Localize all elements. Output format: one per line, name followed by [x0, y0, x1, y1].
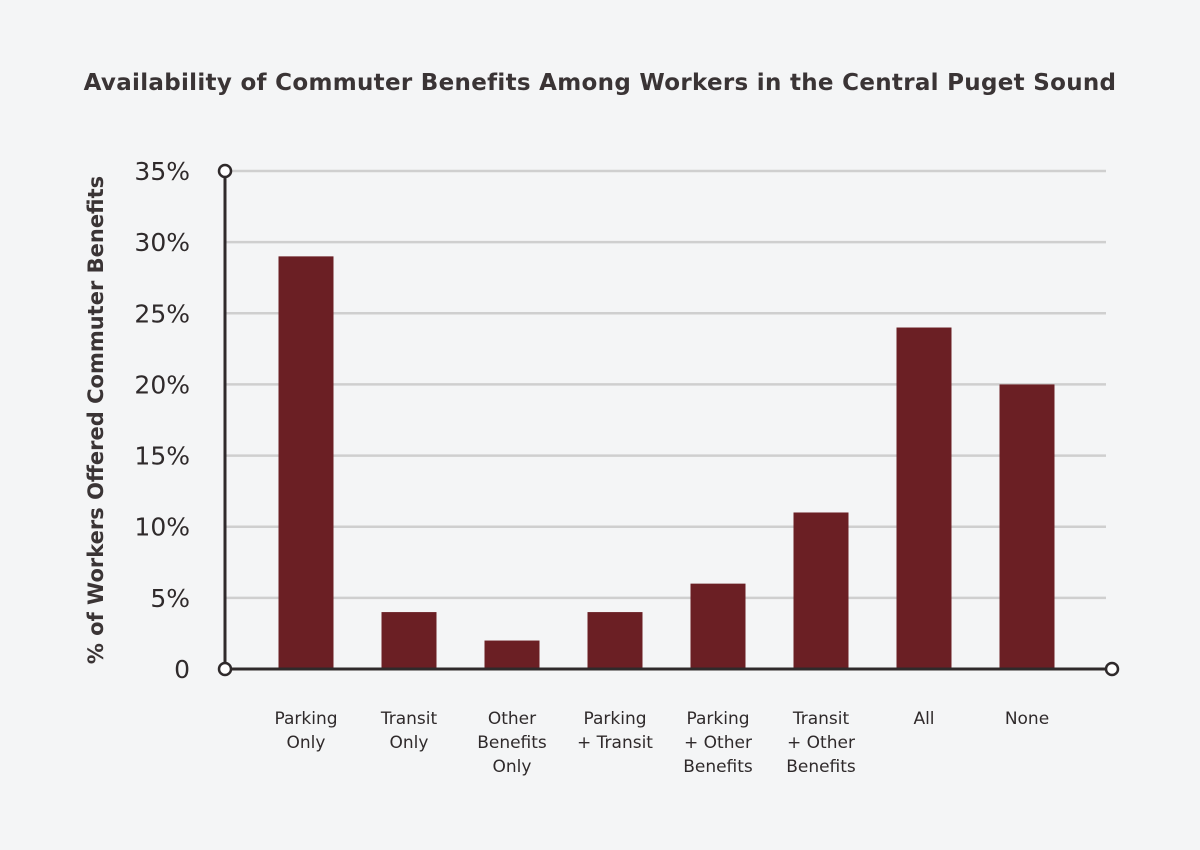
y-tick-label: 35%: [134, 157, 190, 186]
y-tick-label: 5%: [150, 584, 190, 613]
bar: [690, 583, 746, 669]
y-tick-label: 0: [174, 655, 190, 684]
x-tick-label: Parking + Other Benefits: [683, 709, 753, 777]
x-tick-label: None: [1004, 709, 1050, 729]
x-tick-label: Parking + Transit: [577, 709, 653, 753]
axis-end-marker: [217, 661, 233, 677]
y-tick-label: 25%: [134, 299, 190, 328]
bar: [278, 256, 334, 669]
y-tick-label: 10%: [134, 513, 190, 542]
x-tick-label: Parking Only: [274, 709, 338, 753]
bar: [484, 640, 540, 669]
y-tick-label: 20%: [134, 370, 190, 399]
bar: [587, 612, 643, 669]
bar: [793, 512, 849, 669]
x-tick-label: Transit + Other Benefits: [786, 709, 856, 777]
x-tick-label: Transit Only: [380, 709, 438, 753]
x-tick-label: Other Benefits Only: [477, 709, 547, 777]
y-tick-label: 30%: [134, 228, 190, 257]
bar: [381, 612, 437, 669]
axis-end-marker: [217, 163, 233, 179]
chart-title: Availability of Commuter Benefits Among …: [83, 70, 1117, 96]
bar: [896, 327, 952, 669]
y-tick-label: 15%: [134, 442, 190, 471]
bar: [999, 384, 1055, 669]
x-tick-label: All: [913, 709, 935, 729]
axis-end-marker: [1104, 661, 1120, 677]
